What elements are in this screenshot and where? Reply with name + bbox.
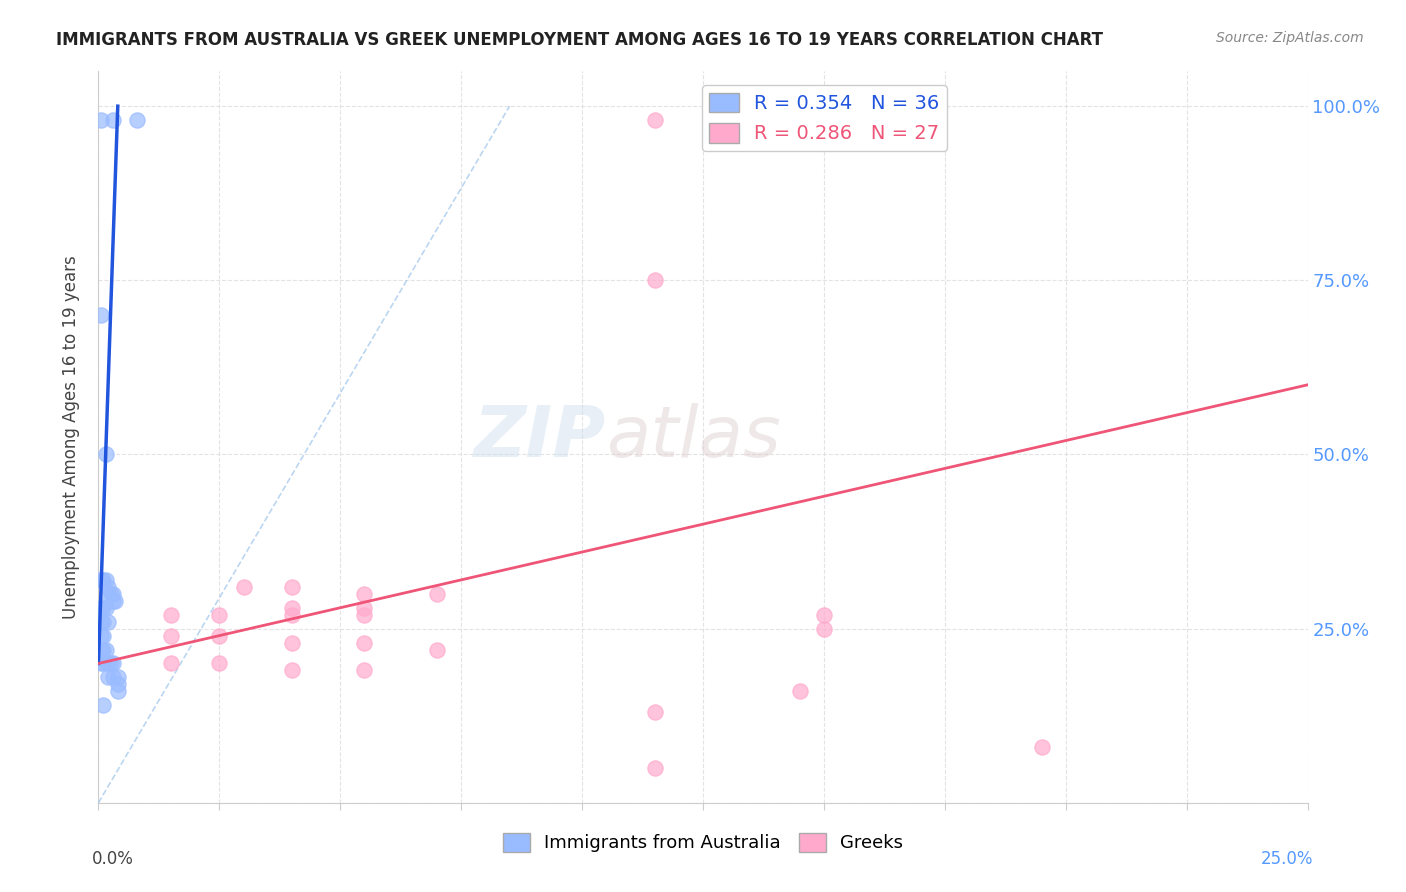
Point bbox=[353, 607, 375, 622]
Point bbox=[107, 670, 129, 684]
Point bbox=[644, 273, 666, 287]
Point bbox=[160, 629, 183, 643]
Point bbox=[232, 580, 254, 594]
Point bbox=[94, 573, 117, 587]
Point bbox=[94, 600, 117, 615]
Point bbox=[160, 607, 183, 622]
Point bbox=[160, 657, 183, 671]
Point bbox=[813, 622, 835, 636]
Point bbox=[97, 615, 120, 629]
Point bbox=[127, 113, 149, 128]
Point bbox=[281, 635, 304, 649]
Point bbox=[90, 600, 112, 615]
Point bbox=[90, 629, 112, 643]
Point bbox=[94, 642, 117, 657]
Point bbox=[90, 657, 112, 671]
Point bbox=[100, 657, 122, 671]
Point bbox=[353, 635, 375, 649]
Point bbox=[91, 573, 114, 587]
Point bbox=[353, 600, 375, 615]
Point bbox=[281, 580, 304, 594]
Point bbox=[91, 629, 114, 643]
Text: ZIP: ZIP bbox=[474, 402, 606, 472]
Point bbox=[90, 573, 112, 587]
Point bbox=[813, 607, 835, 622]
Text: 25.0%: 25.0% bbox=[1261, 850, 1313, 868]
Point bbox=[90, 113, 112, 128]
Point bbox=[426, 587, 449, 601]
Point bbox=[90, 615, 112, 629]
Point bbox=[644, 705, 666, 719]
Point bbox=[100, 587, 122, 601]
Text: atlas: atlas bbox=[606, 402, 780, 472]
Point bbox=[281, 664, 304, 678]
Point bbox=[97, 670, 120, 684]
Text: 0.0%: 0.0% bbox=[93, 850, 134, 868]
Point bbox=[281, 600, 304, 615]
Point bbox=[208, 657, 231, 671]
Point bbox=[101, 587, 124, 601]
Point bbox=[94, 448, 117, 462]
Point bbox=[101, 594, 124, 608]
Point bbox=[107, 684, 129, 698]
Point bbox=[281, 607, 304, 622]
Point bbox=[91, 657, 114, 671]
Y-axis label: Unemployment Among Ages 16 to 19 years: Unemployment Among Ages 16 to 19 years bbox=[62, 255, 80, 619]
Point bbox=[101, 113, 124, 128]
Text: Source: ZipAtlas.com: Source: ZipAtlas.com bbox=[1216, 31, 1364, 45]
Point bbox=[91, 698, 114, 713]
Point bbox=[644, 761, 666, 775]
Point bbox=[353, 664, 375, 678]
Point bbox=[353, 587, 375, 601]
Point bbox=[208, 607, 231, 622]
Point bbox=[101, 657, 124, 671]
Legend: Immigrants from Australia, Greeks: Immigrants from Australia, Greeks bbox=[495, 826, 911, 860]
Point bbox=[789, 684, 811, 698]
Point bbox=[426, 642, 449, 657]
Point bbox=[1031, 740, 1053, 755]
Point bbox=[104, 594, 127, 608]
Point bbox=[90, 308, 112, 322]
Point bbox=[101, 670, 124, 684]
Point bbox=[91, 600, 114, 615]
Point bbox=[97, 580, 120, 594]
Point bbox=[97, 587, 120, 601]
Point bbox=[90, 642, 112, 657]
Point bbox=[97, 657, 120, 671]
Point bbox=[91, 642, 114, 657]
Point bbox=[208, 629, 231, 643]
Point bbox=[644, 113, 666, 128]
Point bbox=[107, 677, 129, 691]
Point bbox=[91, 615, 114, 629]
Text: IMMIGRANTS FROM AUSTRALIA VS GREEK UNEMPLOYMENT AMONG AGES 16 TO 19 YEARS CORREL: IMMIGRANTS FROM AUSTRALIA VS GREEK UNEMP… bbox=[56, 31, 1104, 49]
